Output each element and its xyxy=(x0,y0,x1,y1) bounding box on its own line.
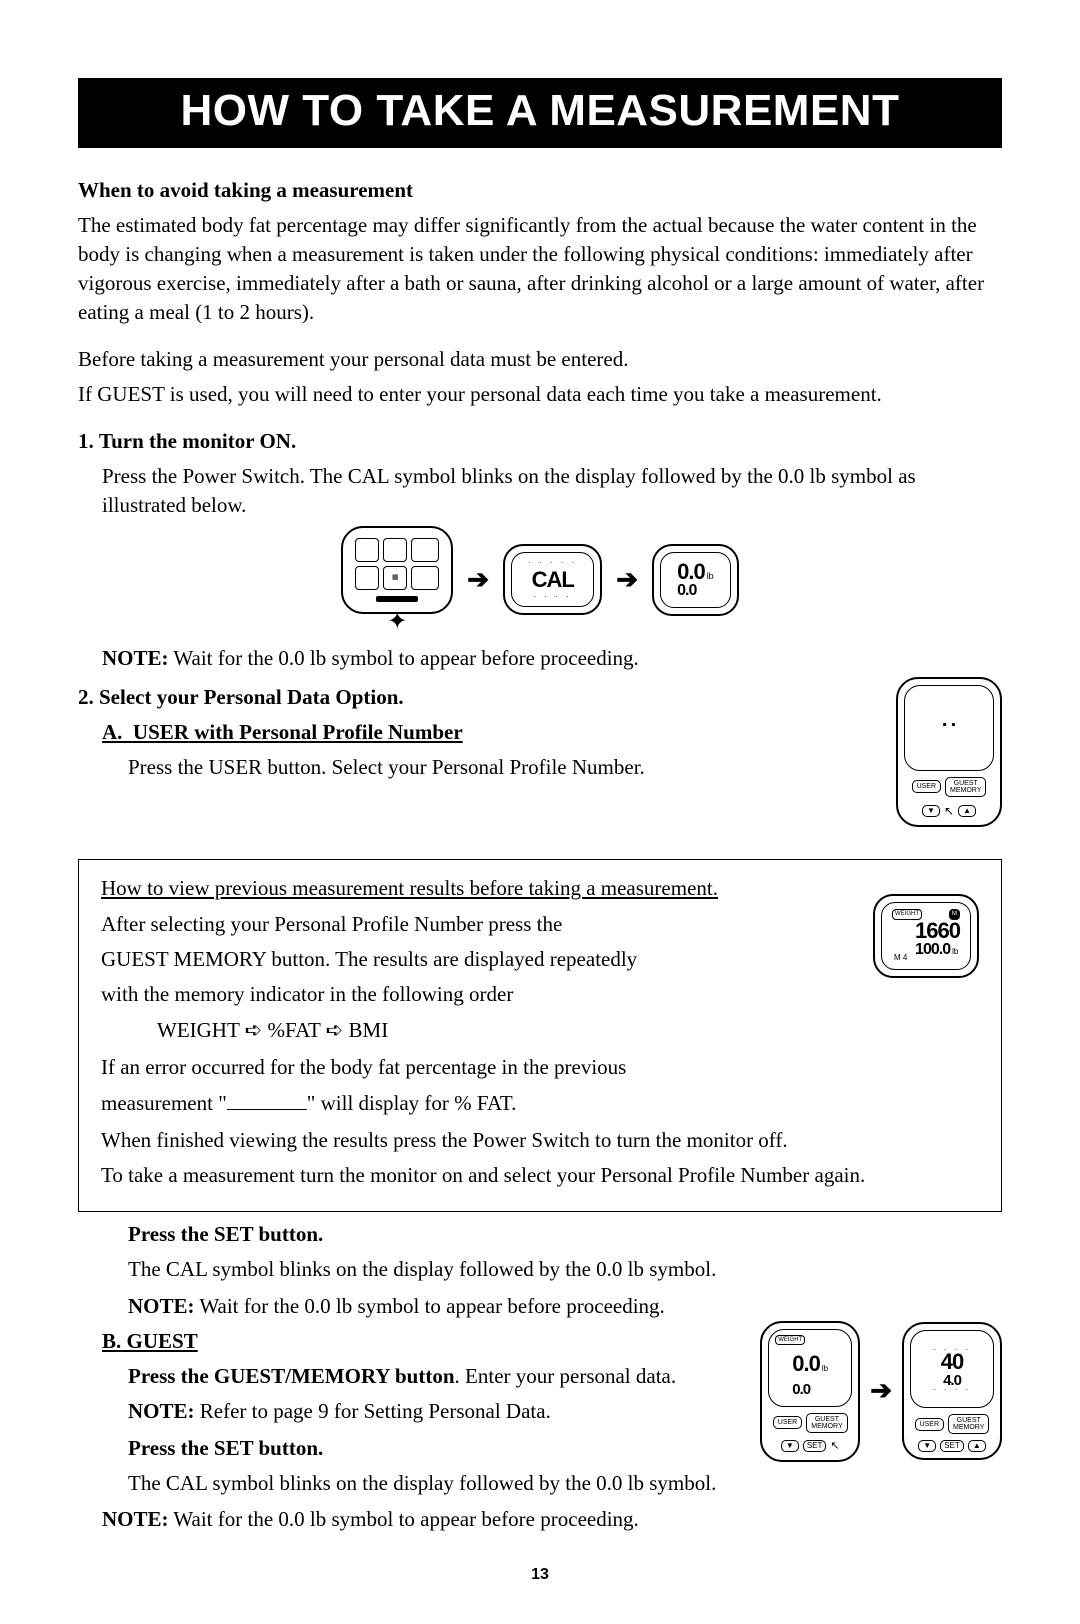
down-button-icon: ▼ xyxy=(781,1440,799,1452)
down-button-icon: ▼ xyxy=(922,805,940,817)
b-body-rest: . Enter your personal data. xyxy=(455,1364,677,1388)
step2-num: 2. xyxy=(78,685,94,709)
note-label: NOTE: xyxy=(128,1399,195,1423)
intro-para2a: Before taking a measurement your persona… xyxy=(78,345,1002,374)
set-title: Press the SET button. xyxy=(78,1220,1002,1249)
b-set-body: The CAL symbol blinks on the display fol… xyxy=(78,1469,1002,1498)
guest-memory-button-icon: GUEST MEMORY xyxy=(806,1413,847,1433)
set-button-icon: SET xyxy=(803,1440,827,1452)
up-button-icon: ▲ xyxy=(968,1440,986,1452)
cal-text: CAL xyxy=(532,565,574,595)
zero-top: 0.0 xyxy=(677,561,705,583)
infobox-title: How to view previous measurement results… xyxy=(101,874,979,903)
forty-top: 40 xyxy=(941,1351,963,1373)
step1-illustration: ▦ ✦ ➔ · · · · · CAL · · · · xyxy=(78,526,1002,634)
b-note-text: Refer to page 9 for Setting Personal Dat… xyxy=(195,1399,551,1423)
step1-body: Press the Power Switch. The CAL symbol b… xyxy=(78,462,1002,520)
zero-bot: 0.0 xyxy=(677,583,705,599)
down-button-icon: ▼ xyxy=(918,1440,936,1452)
cal-screen: · · · · · CAL · · · · xyxy=(503,544,602,615)
note-label: NOTE: xyxy=(128,1294,195,1318)
scale-icon: ▦ xyxy=(341,526,453,614)
step2b-label: B. GUEST xyxy=(102,1329,198,1353)
set-button-icon: SET xyxy=(940,1440,964,1452)
step2a-body: Press the USER button. Select your Perso… xyxy=(78,753,1002,782)
step1-num: 1. xyxy=(78,429,94,453)
disp-bot: 100.0 xyxy=(915,942,950,958)
infobox-l3: with the memory indicator in the followi… xyxy=(101,980,979,1009)
infobox-l1: After selecting your Personal Profile Nu… xyxy=(101,910,979,939)
body-content: When to avoid taking a measurement The e… xyxy=(78,176,1002,1540)
step1-note-text: Wait for the 0.0 lb symbol to appear bef… xyxy=(169,646,639,670)
b-body-bold: Press the GUEST/MEMORY button xyxy=(128,1364,455,1388)
guest-memory-button-icon: GUEST MEMORY xyxy=(948,1414,989,1434)
intro-para1: The estimated body fat percentage may di… xyxy=(78,211,1002,327)
up-arrow-icon: ✦ xyxy=(387,610,407,634)
step2-title: Select your Personal Data Option. xyxy=(99,685,404,709)
up-button-icon: ▲ xyxy=(958,805,976,817)
arrow-right-icon: ➔ xyxy=(467,562,489,598)
memory-screen-illustration: WEIGHTM 1660 100.0 lb M 4 xyxy=(873,894,979,978)
set-note-text: Wait for the 0.0 lb symbol to appear bef… xyxy=(195,1294,665,1318)
page-number: 13 xyxy=(78,1566,1002,1584)
user-screen-illustration: ⠐⠂ USER GUEST MEMORY ▼ ↖ ▲ xyxy=(896,677,1002,828)
page-title: HOW TO TAKE A MEASUREMENT xyxy=(78,78,1002,148)
memory-indicator: M 4 xyxy=(894,952,907,963)
arrow-right-icon: ➔ xyxy=(616,562,638,598)
set-body: The CAL symbol blinks on the display fol… xyxy=(78,1255,1002,1284)
infobox-l2: GUEST MEMORY button. The results are dis… xyxy=(101,945,979,974)
guest-memory-button-icon: GUEST MEMORY xyxy=(945,777,986,797)
zero-screen: 0.0 0.0 lb xyxy=(652,544,739,616)
disp-top: 1660 xyxy=(915,920,960,942)
intro-para2b: If GUEST is used, you will need to enter… xyxy=(78,380,1002,409)
intro-heading: When to avoid taking a measurement xyxy=(78,178,413,202)
final-note-text: Wait for the 0.0 lb symbol to appear bef… xyxy=(169,1507,639,1531)
step1-title: Turn the monitor ON. xyxy=(99,429,296,453)
infobox-err2: measurement "" will display for % FAT. xyxy=(101,1089,979,1118)
infobox-fin2: To take a measurement turn the monitor o… xyxy=(101,1161,979,1190)
infobox-sequence: WEIGHT ➪ %FAT ➪ BMI xyxy=(101,1016,979,1045)
note-label: NOTE: xyxy=(102,646,169,670)
infobox-fin1: When finished viewing the results press … xyxy=(101,1126,979,1155)
note-label: NOTE: xyxy=(102,1507,169,1531)
user-button-icon: USER xyxy=(773,1416,802,1429)
arrow-right-icon: ➔ xyxy=(870,1373,892,1409)
disp-lb: lb xyxy=(952,946,958,957)
user-button-icon: USER xyxy=(912,780,941,793)
info-box: WEIGHTM 1660 100.0 lb M 4 xyxy=(78,859,1002,1212)
user-button-icon: USER xyxy=(915,1418,944,1431)
step2a-label: A. USER with Personal Profile Number xyxy=(102,720,463,744)
guest-screen-illustration: WEIGHT 0.00.0 lb USER GUEST MEMORY xyxy=(760,1321,1002,1462)
lb-label: lb xyxy=(707,570,714,582)
infobox-err1: If an error occurred for the body fat pe… xyxy=(101,1053,979,1082)
